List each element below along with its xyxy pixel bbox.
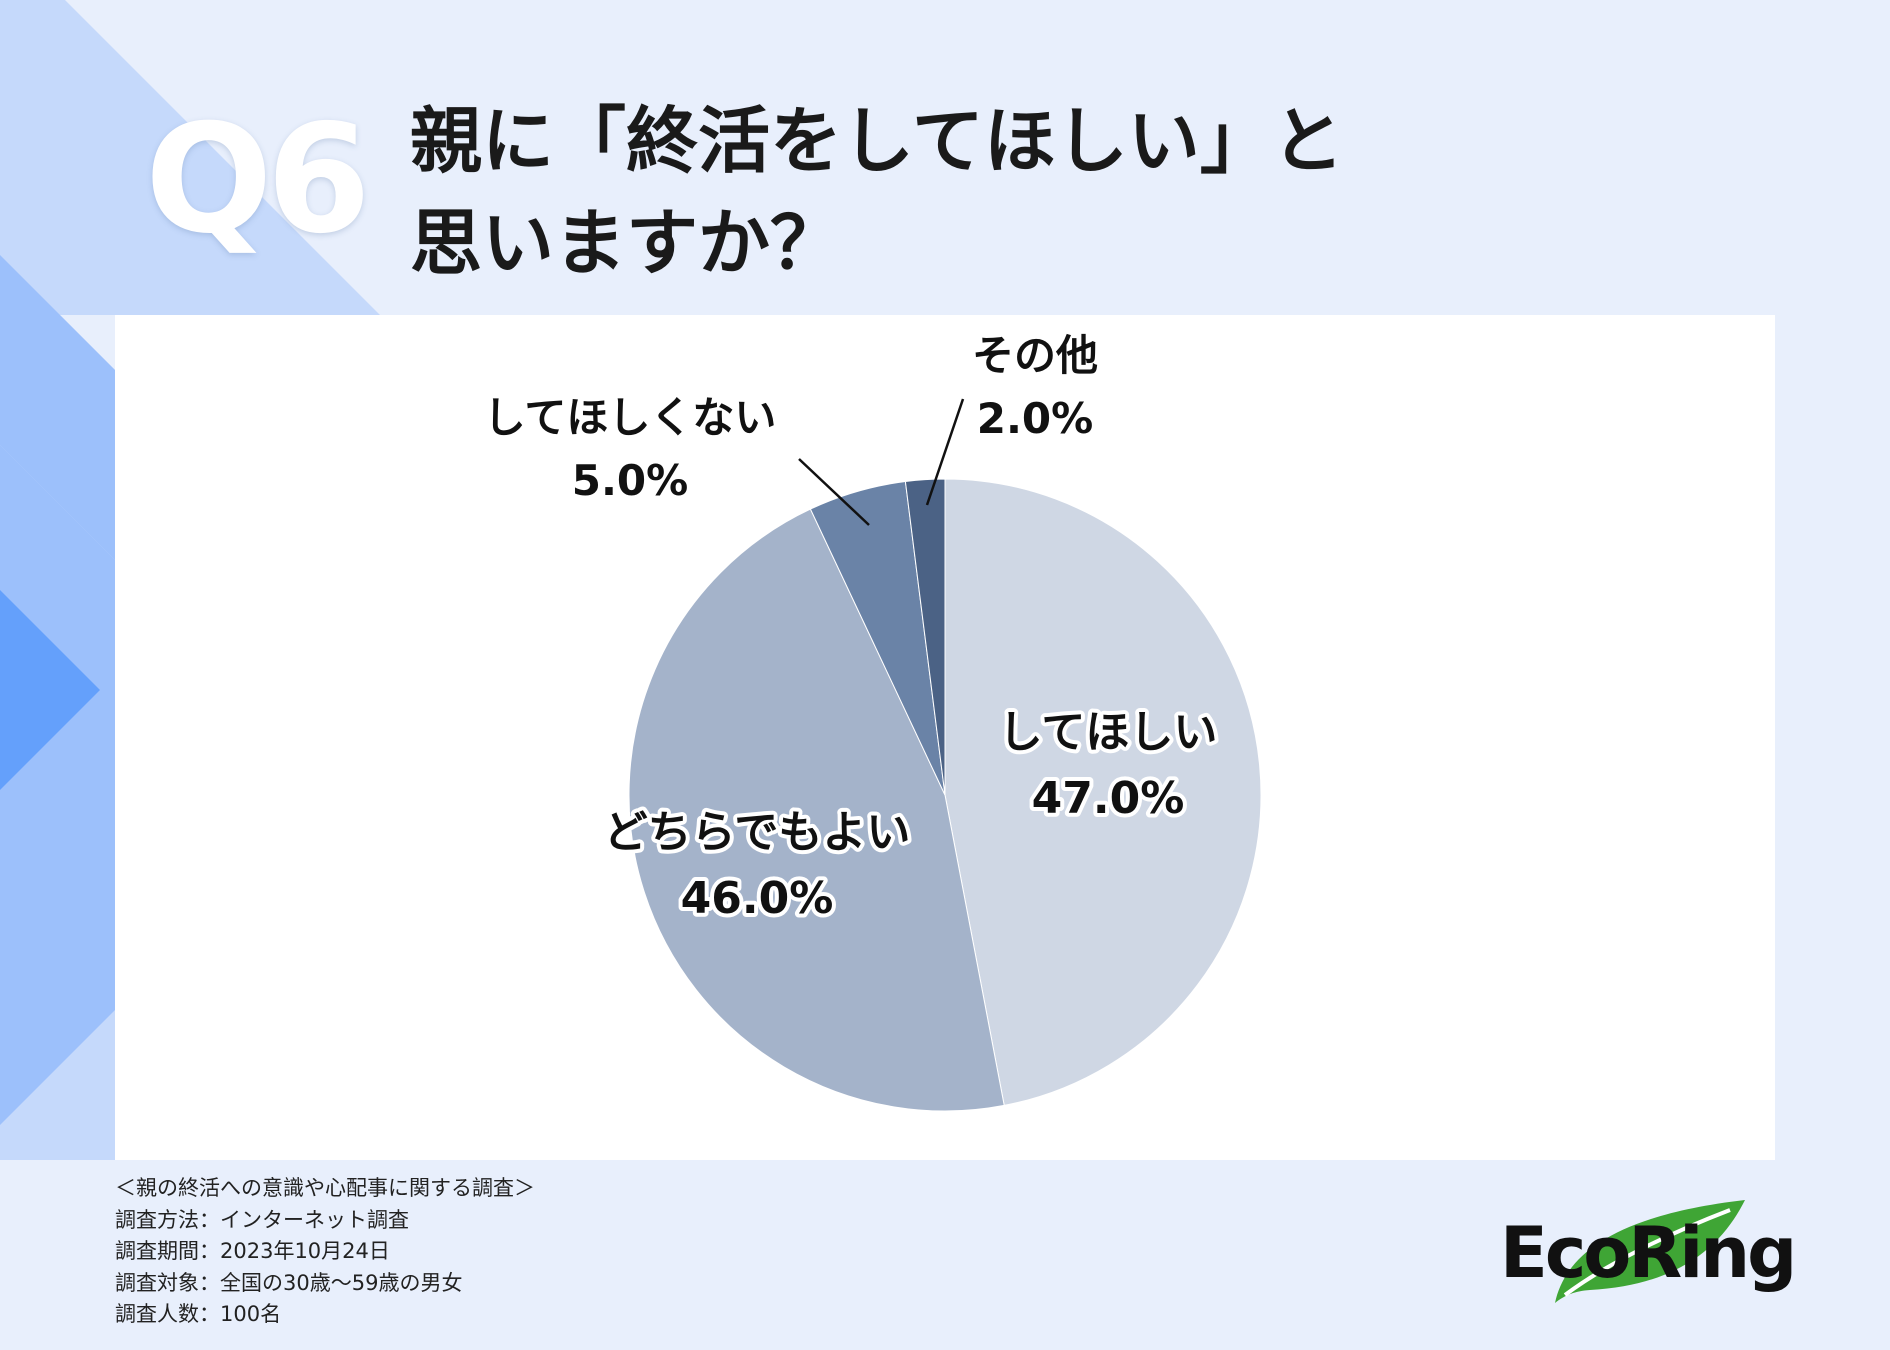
survey-target: 調査対象：全国の30歳～59歳の男女 [115, 1270, 463, 1295]
title-line-2: 思いますか？ [410, 201, 843, 285]
chart-panel: してほしい 47.0% どちらでもよい 46.0% してほしくない 5.0% その他 2.0% [115, 315, 1775, 1160]
pie-slice-1 [944, 478, 1262, 1106]
slice-value-4: 2.0% [977, 394, 1093, 443]
survey-heading: ＜親の終活への意識や心配事に関する調査＞ [115, 1176, 535, 1200]
pie-labels: してほしい 47.0% どちらでもよい 46.0% してほしくない 5.0% その他 2.0% [484, 331, 1222, 928]
slice-value-2: 46.0% [681, 873, 834, 924]
survey-period: 調査期間：2023年10月24日 [115, 1239, 390, 1263]
survey-notes: ＜親の終活への意識や心配事に関する調査＞ 調査方法：インターネット調査 調査期間… [115, 1173, 535, 1331]
slice-label-4: その他 [972, 331, 1098, 380]
slice-label-3: してほしくない [484, 393, 777, 442]
survey-method: 調査方法：インターネット調査 [115, 1207, 409, 1232]
title-line-1: 親に「終活をしてほしい」と [410, 99, 1344, 183]
leaf-icon [1555, 1200, 1745, 1303]
pie-slice-4 [904, 478, 946, 796]
slice-value-1: 47.0% [1032, 773, 1185, 824]
page-title: 親に「終活をしてほしい」と 思いますか？ [410, 90, 1510, 294]
leader-line-3 [798, 458, 870, 526]
ecoring-logo: EcoRing [1495, 1195, 1797, 1305]
survey-respondents: 調査人数：100名 [115, 1302, 282, 1326]
pie-slices [628, 478, 1262, 1112]
question-number: Q6 [145, 93, 371, 267]
slice-label-1: してほしい [999, 707, 1218, 758]
logo-text: EcoRing [1500, 1212, 1797, 1294]
slice-label-2: どちらでもよい [604, 807, 911, 858]
slice-value-3: 5.0% [572, 456, 688, 505]
pie-chart: してほしい 47.0% どちらでもよい 46.0% してほしくない 5.0% その他 2.0% [484, 331, 1262, 1112]
leader-line-4 [925, 398, 965, 506]
pie-slice-2 [628, 508, 1005, 1112]
